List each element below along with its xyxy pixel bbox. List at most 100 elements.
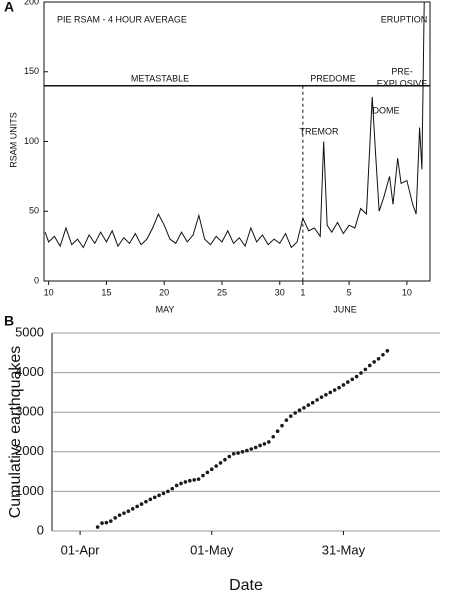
annotation: DOME	[373, 105, 400, 115]
y-tick-label: 1000	[15, 483, 44, 498]
data-point	[376, 356, 381, 361]
y-axis-label: RSAM UNITS	[8, 112, 18, 168]
x-tick-label: 30	[275, 287, 285, 297]
data-point	[385, 349, 390, 353]
annotation: ERUPTION	[381, 14, 428, 24]
data-point	[223, 457, 227, 462]
y-tick-label: 0	[37, 522, 44, 537]
data-point	[148, 497, 153, 502]
y-tick-label: 50	[29, 206, 39, 216]
data-point	[258, 443, 262, 448]
y-tick-label: 200	[24, 0, 39, 6]
data-point	[227, 454, 232, 459]
data-point	[144, 499, 148, 504]
data-point	[262, 442, 267, 446]
data-point	[214, 464, 218, 468]
data-point	[275, 429, 280, 434]
data-point	[363, 367, 368, 372]
x-group-label: JUNE	[333, 304, 357, 314]
data-point	[218, 461, 223, 465]
y-tick-label: 5000	[15, 324, 44, 339]
data-point	[104, 520, 109, 525]
data-point	[302, 406, 306, 410]
data-point	[372, 360, 376, 364]
data-point	[332, 388, 337, 392]
x-tick-label: 10	[402, 287, 412, 297]
data-point	[113, 516, 118, 520]
y-tick-label: 3000	[15, 404, 44, 419]
data-point	[280, 423, 284, 428]
data-point	[95, 525, 100, 529]
x-tick-label: 31-May	[322, 542, 366, 557]
data-point	[350, 377, 355, 382]
data-point	[297, 408, 302, 413]
data-point	[359, 371, 363, 375]
x-tick-label: 01-May	[190, 542, 234, 557]
data-point	[319, 395, 324, 399]
data-point	[188, 478, 192, 483]
data-point	[341, 383, 346, 387]
data-point	[100, 521, 104, 525]
data-point	[179, 481, 183, 486]
data-point	[126, 509, 131, 513]
data-point	[201, 473, 205, 478]
data-point	[284, 418, 289, 422]
data-point	[249, 447, 254, 451]
x-tick-label: 15	[101, 287, 111, 297]
data-point	[157, 493, 161, 498]
data-point	[271, 434, 276, 439]
x-group-label: MAY	[156, 304, 175, 314]
data-point	[166, 489, 170, 494]
data-point	[381, 352, 385, 357]
y-tick-label: 150	[24, 66, 39, 76]
data-point	[174, 483, 179, 488]
annotation: TREMOR	[300, 126, 339, 136]
x-tick-label: 20	[159, 287, 169, 297]
data-point	[337, 385, 341, 390]
data-point	[117, 513, 122, 517]
data-point	[324, 392, 328, 397]
y-tick-label: 2000	[15, 443, 44, 458]
data-point	[367, 363, 372, 368]
data-point	[240, 450, 245, 454]
x-tick-label: 25	[217, 287, 227, 297]
data-point	[170, 486, 175, 491]
x-tick-label: 10	[44, 287, 54, 297]
data-point	[267, 440, 271, 444]
data-point	[315, 398, 319, 402]
data-point	[135, 504, 139, 509]
annotation: PREDOME	[310, 73, 356, 83]
data-point	[209, 467, 214, 472]
data-point	[328, 390, 333, 395]
data-point	[354, 374, 359, 379]
data-point	[130, 507, 135, 511]
data-point	[288, 414, 293, 418]
data-point	[139, 502, 144, 506]
x-tick-label: 5	[347, 287, 352, 297]
y-tick-label: 4000	[15, 364, 44, 379]
data-point	[205, 470, 210, 475]
annotation: PRE-	[391, 66, 413, 76]
y-axis-label: Cumulative earthquakes	[7, 346, 24, 519]
data-point	[231, 451, 236, 456]
plot-frame	[43, 1, 431, 282]
data-point	[236, 451, 240, 455]
panel-letter: B	[4, 313, 14, 329]
x-tick-label: 01-Apr	[61, 542, 101, 557]
data-point	[122, 511, 126, 515]
data-point	[192, 478, 197, 482]
data-point	[245, 448, 249, 453]
panel-letter: A	[4, 0, 14, 15]
data-point	[253, 445, 258, 450]
x-axis-label: Date	[229, 577, 263, 594]
data-point	[183, 480, 188, 484]
x-tick-label: 1	[300, 287, 305, 297]
data-point	[109, 519, 113, 523]
data-point	[161, 491, 166, 496]
data-point	[306, 403, 311, 407]
data-point	[152, 495, 157, 500]
y-tick-label: 100	[24, 136, 39, 146]
data-point	[310, 400, 315, 405]
